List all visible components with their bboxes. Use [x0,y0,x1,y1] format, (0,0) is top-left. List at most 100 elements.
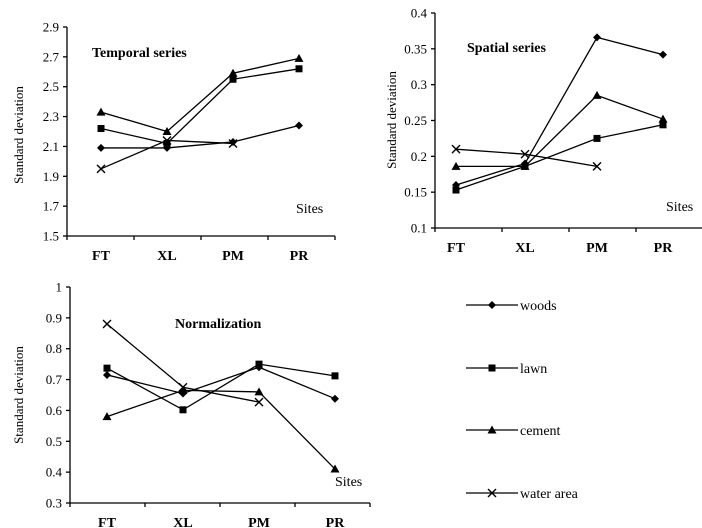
x-tick-label: PR [654,241,674,256]
data-point-cement [254,387,264,396]
data-point-lawn [97,125,105,133]
y-tick-label: 0.25 [404,113,427,128]
y-tick-label: 0.4 [46,465,63,480]
y-tick-label: 2.9 [43,20,59,35]
y-tick-label: 0.9 [46,310,62,325]
spatial-series-chart: Spatial series Sites Standard deviation … [384,6,702,256]
plot-area: 0.3 0.4 0.5 0.6 0.7 0.8 0.9 1 FT XL PM PR [46,280,371,528]
legend-label: cement [520,424,561,439]
x-tick-label: FT [92,249,111,264]
data-point-cement [96,107,106,116]
data-point-lawn [452,186,460,194]
plot-area: 1.5 1.7 1.9 2.1 2.3 2.5 2.7 2.9 FT XL PM PR [43,20,336,264]
data-point-cement [294,53,304,62]
x-tick-label: FT [447,241,466,256]
legend-marker-water-area [487,488,497,498]
y-tick-label: 0.3 [411,77,427,92]
legend-item: cement [466,424,561,439]
data-point-water-area [520,149,530,159]
y-tick-label: 2.3 [43,109,59,124]
y-axis-label: Standard deviation [384,71,399,169]
data-point-lawn [331,372,339,380]
data-point-water-area [592,161,602,171]
legend-item: water area [466,487,579,502]
data-point-lawn [163,139,171,147]
sites-annotation: Sites [335,475,362,490]
legend-label: lawn [520,362,547,377]
data-point-cement [162,127,172,135]
y-tick-label: 1.7 [43,199,60,214]
y-tick-label: 0.8 [46,341,62,356]
series-line-cement [456,94,664,168]
y-tick-label: 0.7 [46,372,63,387]
data-point-lawn [295,65,303,73]
temporal-series-chart: Temporal series Sites Standard deviation… [11,20,336,264]
data-point-cement [102,412,112,421]
y-tick-label: 2.1 [43,139,59,154]
x-tick-label: XL [515,241,534,256]
data-point-cement [330,464,340,473]
x-tick-label: PM [248,516,270,528]
y-tick-label: 0.6 [46,403,63,418]
legend-marker-cement [487,425,497,434]
data-point-woods [593,33,601,42]
x-tick-label: PR [326,516,346,528]
y-tick-label: 1 [56,280,63,295]
data-point-woods [331,394,339,403]
data-point-lawn [593,134,601,142]
data-point-woods [97,143,105,152]
data-point-woods [659,50,667,59]
x-tick-label: XL [173,516,192,528]
legend: woods lawn cement water area [466,299,579,502]
x-tick-label: PR [290,249,310,264]
plot-area: 0.1 0.15 0.2 0.25 0.3 0.35 0.4 FT XL PM PR [404,6,702,256]
data-point-lawn [179,406,187,414]
legend-label: water area [520,487,579,502]
series-line-cement [100,57,300,133]
series-line-lawn [455,124,664,191]
data-point-cement [178,385,188,394]
series-line-woods [101,124,300,149]
data-point-lawn [103,364,111,372]
sites-annotation: Sites [666,200,693,215]
x-tick-label: PM [586,241,608,256]
chart-title: Spatial series [467,41,546,56]
data-point-water-area [451,144,461,154]
series-line-lawn [100,68,300,145]
y-tick-label: 0.5 [46,434,62,449]
legend-marker-woods [488,301,496,309]
y-tick-label: 0.1 [411,221,427,236]
series-line-cement [106,389,336,470]
x-tick-label: FT [98,516,117,528]
chart-title: Normalization [175,317,262,332]
data-point-lawn [229,75,237,83]
y-tick-label: 0.4 [411,6,428,21]
legend-marker-lawn [488,364,496,372]
series-line-lawn [106,363,336,411]
y-axis-label: Standard deviation [11,346,26,444]
data-point-cement [592,90,602,99]
data-point-water-area [254,397,264,407]
y-tick-label: 0.3 [46,496,62,511]
y-tick-label: 2.7 [43,49,60,64]
y-axis-label: Standard deviation [11,86,26,184]
x-tick-label: PM [222,249,244,264]
data-point-woods [295,121,303,130]
data-point-cement [228,68,238,77]
data-point-woods [103,370,111,379]
y-tick-label: 1.5 [43,229,59,244]
legend-item: woods [466,299,557,314]
y-tick-label: 2.5 [43,79,59,94]
y-tick-label: 1.9 [43,169,59,184]
data-point-cement [451,161,461,170]
data-point-water-area [228,138,238,148]
y-tick-label: 0.15 [404,185,427,200]
x-tick-label: XL [157,249,176,264]
data-point-water-area [102,319,112,329]
series-line-woods [455,36,664,186]
data-point-water-area [178,382,188,392]
data-point-water-area [162,135,172,145]
normalization-chart: Normalization Sites Standard deviation 0… [11,280,371,528]
series-line-woods [106,366,336,400]
